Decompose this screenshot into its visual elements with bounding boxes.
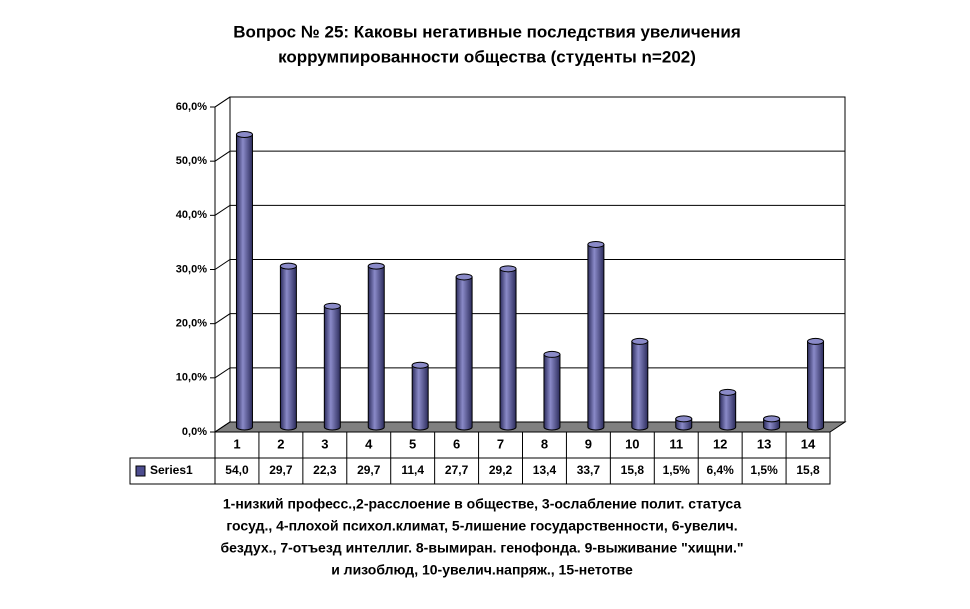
- bar: [455, 276, 473, 431]
- value-label: 11,4: [401, 463, 424, 477]
- value-label: 29,2: [489, 463, 513, 477]
- bar-top: [587, 240, 605, 248]
- x-tick-label: 3: [321, 436, 328, 451]
- x-tick-label: 13: [757, 436, 771, 451]
- bar-top: [499, 265, 517, 273]
- grid-line: [214, 259, 845, 270]
- grid-line: [214, 204, 845, 216]
- value-label: 54,0: [225, 463, 249, 477]
- bar: [499, 268, 517, 431]
- note: 1-низкий професс.,2-расслоение в обществ…: [223, 496, 741, 512]
- x-tick-label: 10: [625, 436, 639, 451]
- bar-top: [719, 388, 737, 396]
- legend-swatch: [135, 465, 146, 477]
- grid-line: [214, 96, 845, 108]
- value-label: 29,7: [357, 463, 381, 477]
- bar-top: [323, 302, 341, 310]
- value-label: 29,7: [269, 463, 293, 477]
- y-tick-label: 10,0%: [176, 372, 207, 384]
- bar-top: [543, 350, 561, 358]
- x-tick-label: 9: [585, 436, 592, 451]
- legend-cell: [129, 457, 216, 485]
- y-tick-label: 50,0%: [176, 155, 207, 167]
- bar: [719, 391, 737, 431]
- bar-top: [279, 262, 297, 270]
- value-label: 15,8: [796, 463, 820, 477]
- value-label: 33,7: [577, 463, 601, 477]
- bar: [279, 265, 297, 431]
- bar-top: [763, 415, 781, 423]
- bar: [807, 340, 825, 431]
- y-tick-label: 40,0%: [176, 209, 207, 221]
- y-tick-label: 60,0%: [176, 101, 207, 113]
- value-label: 13,4: [533, 463, 557, 477]
- bar-top: [807, 337, 825, 345]
- x-tick-label: 2: [277, 436, 284, 451]
- legend-label: Series1: [150, 463, 193, 477]
- bar: [367, 265, 385, 431]
- bar: [235, 134, 253, 431]
- value-label: 1,5%: [750, 463, 778, 477]
- grid-line: [214, 367, 845, 379]
- bar-top: [675, 415, 693, 423]
- bar: [587, 243, 605, 431]
- note: госуд., 4-плохой психол.климат, 5-лишени…: [226, 518, 737, 534]
- x-tick-label: 4: [365, 436, 373, 451]
- value-label: 15,8: [621, 463, 645, 477]
- bar: [411, 364, 429, 431]
- x-tick-label: 1: [233, 436, 240, 451]
- x-tick-label: 11: [669, 436, 683, 451]
- grid-line: [214, 313, 845, 325]
- grid-line: [214, 150, 845, 162]
- note: и лизоблюд, 10-увелич.напряж., 15-нетотв…: [331, 562, 633, 578]
- y-tick-label: 30,0%: [176, 263, 207, 275]
- y-tick-label: 0,0%: [182, 426, 207, 438]
- bar-top: [455, 273, 473, 281]
- value-label: 27,7: [445, 463, 469, 477]
- x-tick-label: 8: [541, 436, 548, 451]
- bar: [543, 353, 561, 431]
- value-label: 6,4%: [706, 463, 734, 477]
- bar: [323, 305, 341, 431]
- bar-top: [631, 337, 649, 345]
- note: бездух., 7-отъезд интеллиг. 8-вымиран. г…: [220, 540, 743, 556]
- x-tick-label: 7: [497, 436, 504, 451]
- bar-top: [235, 131, 253, 138]
- y-tick-label: 20,0%: [176, 318, 207, 330]
- x-tick-label: 14: [801, 436, 816, 451]
- bar: [631, 340, 649, 431]
- bar-top: [411, 361, 429, 369]
- value-label: 22,3: [313, 463, 337, 477]
- bar-top: [367, 262, 385, 270]
- x-tick-label: 5: [409, 436, 416, 451]
- x-tick-label: 6: [453, 436, 460, 451]
- chart-title: коррумпированности общества (студенты n=…: [278, 47, 696, 66]
- chart-title: Вопрос № 25: Каковы негативные последств…: [233, 22, 741, 41]
- floor: [213, 421, 847, 433]
- x-tick-label: 12: [713, 436, 727, 451]
- value-label: 1,5%: [663, 463, 691, 477]
